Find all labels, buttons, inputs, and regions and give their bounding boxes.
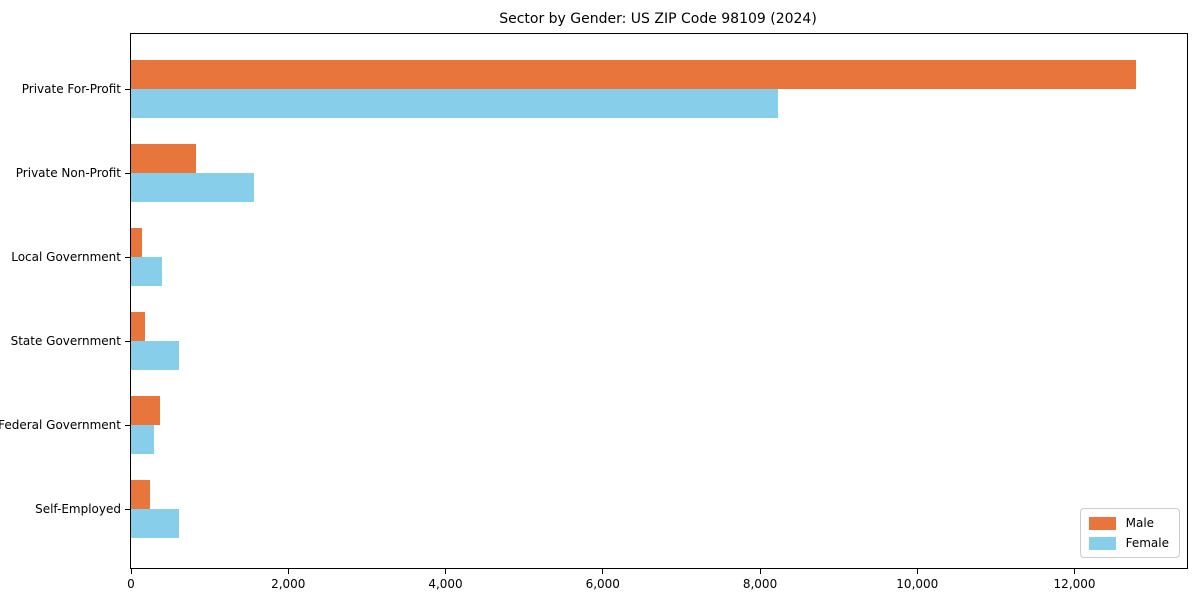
y-tick-label-federal-government: Federal Government [0,418,121,432]
bar-male-self-employed [131,480,150,509]
bar-female-state-government [131,341,179,370]
x-tick-label-4000: 4,000 [428,577,463,591]
bar-female-self-employed [131,509,179,538]
y-tick-label-self-employed: Self-Employed [35,502,121,516]
chart-title: Sector by Gender: US ZIP Code 98109 (202… [499,11,817,27]
x-tick-2000 [287,569,289,574]
x-tick-label-6000: 6,000 [585,577,620,591]
y-tick-state-government [125,341,130,342]
y-tick-label-private-for-profit: Private For-Profit [21,82,121,96]
legend-label-female: Female [1125,536,1169,550]
y-tick-local-government [125,257,130,258]
x-tick-label-10000: 10,000 [896,577,939,591]
plot-area: Male Female Private For-Profit Private Non… [0,33,1188,591]
bar-female-private-for-profit [131,89,779,118]
y-tick-label-local-government: Local Government [11,250,121,264]
legend: Male Female [1079,508,1180,558]
x-tick-10000 [916,569,918,574]
x-tick-label-0: 0 [127,577,135,591]
bar-female-private-non-profit [131,173,254,202]
legend-swatch-female [1088,536,1116,550]
bar-female-federal-government [131,425,154,454]
y-tick-federal-government [125,425,130,426]
bar-male-private-for-profit [131,60,1136,89]
x-tick-label-2000: 2,000 [271,577,306,591]
y-tick-self-employed [125,509,130,510]
bar-male-federal-government [131,396,161,425]
y-tick-label-state-government: State Government [10,334,121,348]
legend-swatch-male [1088,516,1116,530]
legend-entry-male: Male [1088,516,1169,530]
bar-male-local-government [131,228,142,257]
y-tick-private-for-profit [125,89,130,90]
x-tick-0 [130,569,132,574]
legend-label-male: Male [1125,516,1155,530]
x-tick-label-12000: 12,000 [1053,577,1096,591]
x-tick-12000 [1074,569,1076,574]
x-tick-8000 [759,569,761,574]
y-tick-label-private-non-profit: Private Non-Profit [15,166,121,180]
x-tick-label-8000: 8,000 [742,577,778,591]
y-tick-private-non-profit [125,173,130,174]
legend-entry-female: Female [1088,536,1169,550]
bar-male-private-non-profit [131,144,197,173]
x-tick-4000 [445,569,447,574]
bar-female-local-government [131,257,162,286]
x-tick-6000 [602,569,604,574]
bar-male-state-government [131,312,145,341]
